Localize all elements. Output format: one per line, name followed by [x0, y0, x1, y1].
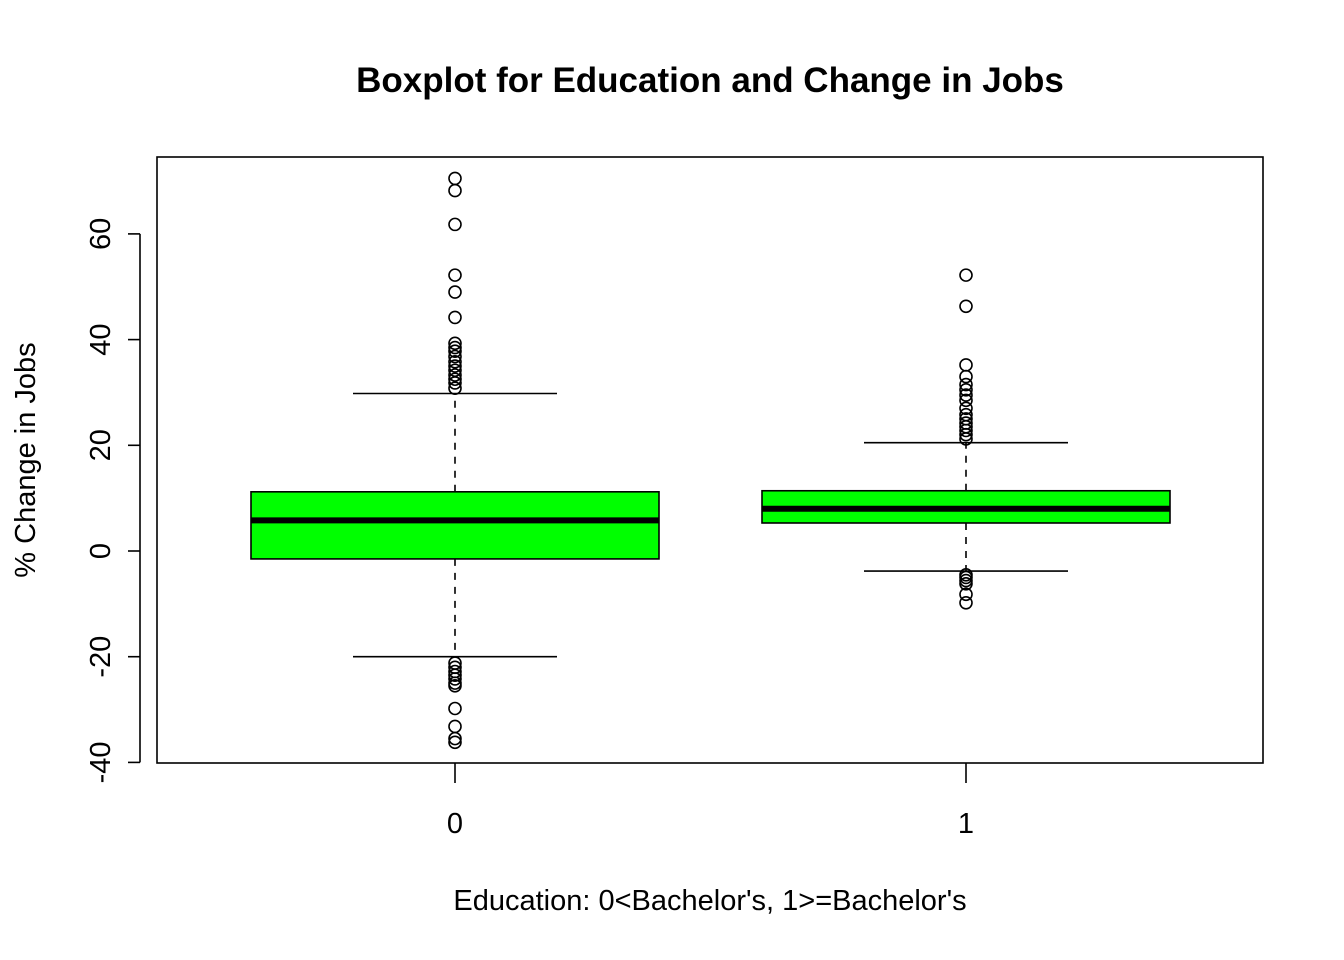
- outlier-point: [448, 719, 462, 734]
- y-tick-label: -20: [85, 636, 117, 678]
- outlier-point: [448, 368, 462, 382]
- outlier-point: [448, 183, 462, 198]
- outlier-point: [448, 376, 462, 390]
- outlier-point: [448, 340, 462, 355]
- y-tick-label: 60: [85, 218, 117, 250]
- plot-frame: [156, 156, 1264, 764]
- outlier-point: [448, 354, 462, 369]
- outlier-point: [959, 587, 973, 602]
- box-1: [761, 268, 1171, 610]
- outlier-point: [959, 432, 973, 446]
- x-tick-label: 0: [447, 808, 463, 840]
- outlier-point: [959, 388, 973, 402]
- outlier-point: [448, 372, 462, 387]
- outlier-point: [959, 369, 973, 384]
- y-axis-label: % Change in Jobs: [10, 342, 42, 577]
- outlier-point: [448, 731, 462, 746]
- outlier-point: [448, 310, 462, 325]
- outlier-point: [959, 423, 973, 438]
- outlier-point: [448, 381, 462, 396]
- outlier-point: [959, 268, 973, 282]
- outlier-point: [448, 344, 462, 359]
- x-axis-label: Education: 0<Bachelor's, 1>=Bachelor's: [453, 885, 966, 917]
- outlier-point: [448, 285, 462, 299]
- box-series: [250, 171, 1171, 750]
- x-tick-label: 1: [958, 808, 974, 840]
- outlier-point: [959, 401, 973, 416]
- outlier-point: [448, 336, 462, 351]
- outlier-point: [959, 393, 973, 408]
- box-0: [250, 171, 660, 750]
- y-tick-label: -40: [85, 741, 117, 783]
- outlier-point: [448, 672, 462, 686]
- outlier-point: [448, 701, 462, 716]
- outlier-point: [448, 171, 462, 186]
- outlier-point: [959, 377, 973, 392]
- outlier-point: [448, 268, 462, 282]
- outlier-point: [959, 383, 973, 397]
- y-tick-label: 0: [85, 543, 117, 559]
- iqr-box: [250, 491, 660, 560]
- outlier-point: [959, 358, 973, 372]
- outlier-point: [448, 678, 462, 693]
- outlier-point: [448, 735, 462, 750]
- outlier-point: [448, 349, 462, 364]
- outlier-point: [448, 668, 462, 682]
- y-tick-label: 40: [85, 323, 117, 355]
- chart-title: Boxplot for Education and Change in Jobs: [356, 61, 1064, 100]
- y-tick-label: 20: [85, 429, 117, 461]
- outlier-point: [959, 427, 973, 442]
- outlier-point: [959, 576, 973, 591]
- outlier-point: [959, 299, 973, 314]
- outlier-point: [448, 217, 462, 232]
- outlier-point: [959, 595, 973, 610]
- outlier-point: [448, 359, 462, 373]
- y-axis: -40 -20 0 20 40 60: [85, 218, 141, 783]
